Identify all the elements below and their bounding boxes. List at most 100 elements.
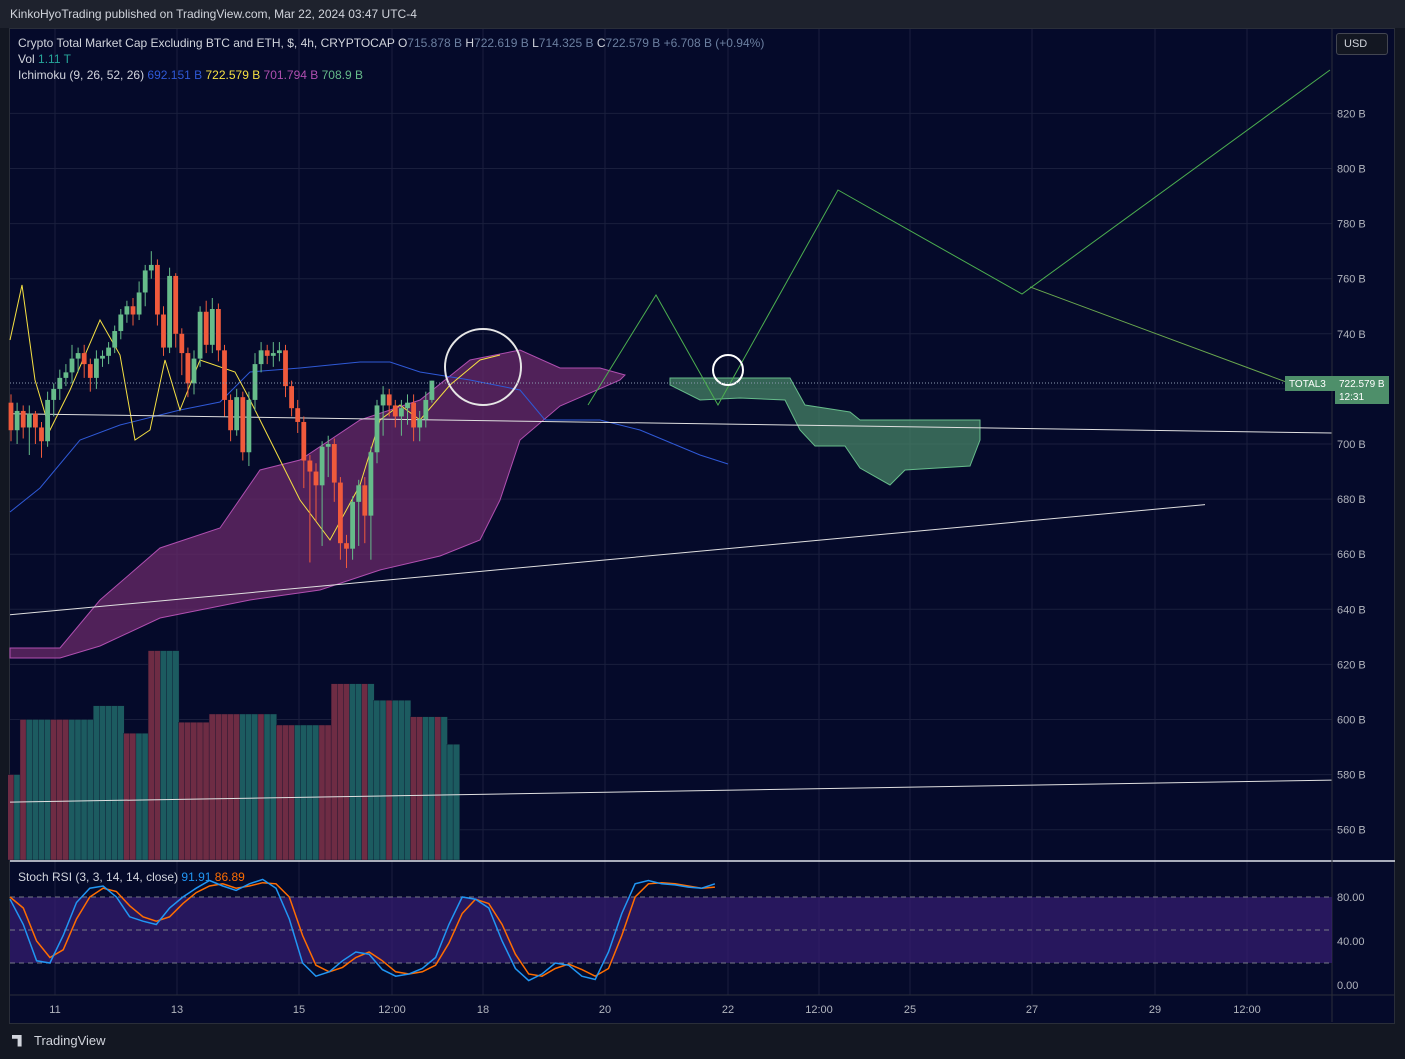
trend-line [1029, 286, 1291, 384]
candle-body [362, 485, 368, 516]
currency-button[interactable]: USD [1336, 33, 1388, 55]
low-value: 714.325 B [538, 36, 594, 50]
time-axis-label: 12:00 [378, 1004, 406, 1016]
volume-bar [117, 705, 125, 861]
candle-body [87, 364, 93, 378]
candle-body [142, 270, 148, 293]
volume-bar [306, 724, 314, 861]
volume-bar [74, 719, 82, 861]
candle-body [356, 485, 362, 502]
candle-body [51, 388, 57, 400]
candle-body [161, 314, 166, 348]
trend-line [9, 504, 1206, 616]
volume-bar [452, 744, 460, 861]
candle-body [124, 306, 130, 315]
volume-bar [330, 683, 338, 861]
volume-bar [404, 700, 412, 861]
low-label: L [532, 36, 539, 50]
ichimoku-tenkan-line [9, 284, 501, 541]
symbol-legend: Crypto Total Market Cap Excluding BTC an… [18, 36, 764, 50]
candle-body [20, 410, 26, 428]
candle-body [386, 394, 392, 406]
candle-body [258, 350, 264, 365]
volume-bar [38, 719, 46, 861]
volume-bar [257, 713, 265, 861]
candle-body [289, 386, 294, 409]
price-tag-countdown: 12:31 [1339, 392, 1364, 403]
candle-body [350, 501, 355, 549]
ichimoku-cloud-bullish [669, 377, 981, 486]
candle-body [277, 350, 282, 354]
candle-body [197, 311, 203, 359]
price-tag [1335, 376, 1389, 404]
price-tag-value: 722.579 B [1339, 379, 1385, 390]
stoch-d-value: 86.89 [214, 870, 245, 884]
candle-body [338, 482, 343, 544]
candle-body [417, 419, 423, 428]
volume-bar [172, 650, 180, 861]
symbol-tag-label: TOTAL3 [1289, 379, 1326, 390]
candle-body [112, 331, 118, 348]
high-value: 722.619 B [474, 36, 529, 50]
price-axis-label: 640 B [1337, 604, 1366, 616]
candle-body [380, 394, 386, 406]
volume-bar [440, 716, 448, 861]
volume-bar [153, 650, 161, 861]
volume-bar [288, 724, 296, 861]
volume-bar [56, 719, 64, 861]
candle-body [283, 350, 288, 387]
candle-body [331, 444, 337, 483]
open-value: 715.878 B [407, 36, 463, 50]
candle-body [94, 358, 99, 378]
candle-body [209, 309, 215, 345]
high-label: H [465, 36, 475, 50]
volume-bar [245, 713, 253, 861]
volume-bar [263, 713, 271, 861]
volume-bar [379, 700, 387, 861]
candle-body [69, 358, 75, 373]
candle-body [319, 446, 325, 486]
price-axis-label: 620 B [1337, 659, 1366, 671]
volume-bar [343, 683, 351, 861]
volume-bar [214, 713, 222, 861]
candle-body [8, 402, 14, 431]
volume-bar [105, 705, 113, 861]
ichimoku-kijun-value: 692.151 B [147, 68, 203, 82]
price-axis-label: 600 B [1337, 715, 1366, 727]
candle-body [167, 275, 172, 348]
published-line: KinkoHyoTrading published on TradingView… [10, 7, 417, 21]
candle-body [130, 306, 136, 315]
time-axis-label: 20 [599, 1004, 611, 1016]
candle-body [313, 471, 319, 486]
volume-bar [294, 724, 302, 861]
volume-bar [434, 716, 442, 861]
volume-bar [349, 683, 357, 861]
price-axis-label: 740 B [1337, 329, 1366, 341]
time-axis-label: 18 [477, 1004, 489, 1016]
volume-bar [221, 713, 229, 861]
candle-body [106, 347, 111, 356]
volume-legend: Vol 1.11 T [18, 52, 71, 66]
volume-bar [111, 705, 119, 861]
volume-bar [282, 724, 290, 861]
volume-bar [428, 716, 436, 861]
volume-bar [324, 724, 332, 861]
highlight-circle-large [444, 328, 522, 406]
volume-bar [391, 700, 399, 861]
candle-body [216, 309, 221, 351]
price-axis-label: 660 B [1337, 549, 1366, 561]
candle-body [14, 410, 20, 431]
candle-body [295, 408, 301, 422]
candle-body [118, 314, 124, 332]
stoch-label: Stoch RSI (3, 3, 14, 14, close) [18, 870, 179, 884]
price-axis-label: 560 B [1337, 825, 1366, 837]
volume-bar [422, 716, 430, 861]
time-axis-label: 25 [904, 1004, 916, 1016]
tradingview-icon [12, 1034, 22, 1047]
tradingview-logo: TradingView [12, 1033, 106, 1048]
trend-line [9, 413, 1333, 434]
time-axis-label: 22 [722, 1004, 734, 1016]
volume-bar [446, 744, 454, 861]
candle-body [368, 452, 374, 516]
